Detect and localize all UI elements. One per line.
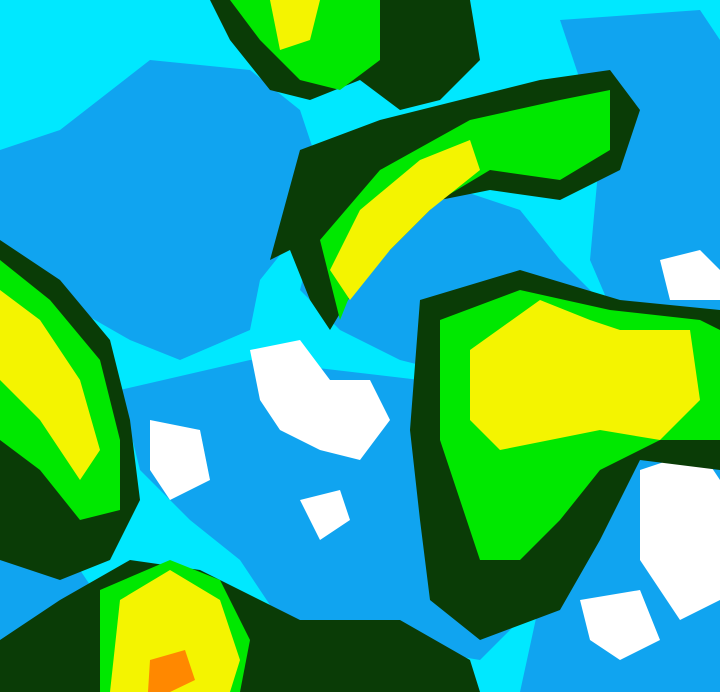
white-regions (150, 250, 720, 660)
orange-regions (148, 650, 195, 692)
yellow-regions (0, 0, 700, 692)
